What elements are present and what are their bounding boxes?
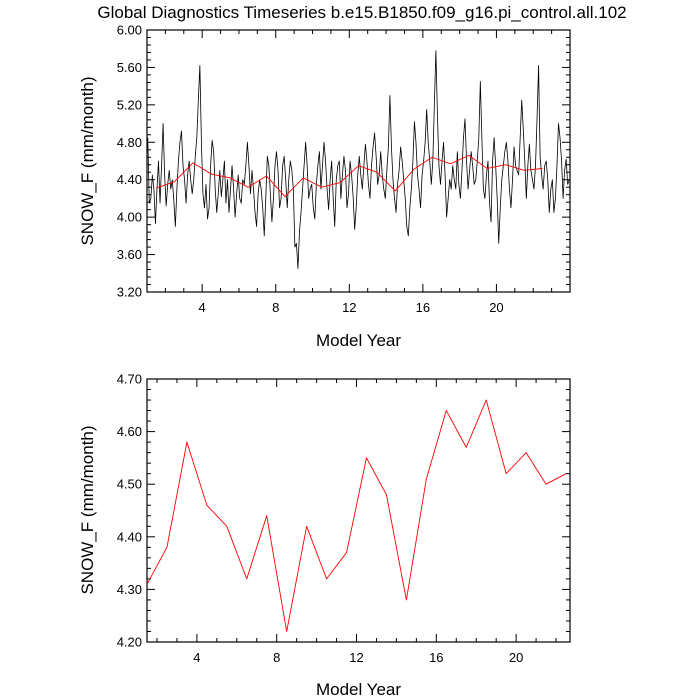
x-axis-label: Model Year — [316, 331, 401, 350]
x-tick-label: 20 — [509, 650, 523, 665]
series-line-annual — [156, 154, 543, 198]
y-tick-label: 4.00 — [117, 210, 142, 225]
bottom-panel-annual: 4 8 12 16 20 4.20 4.30 4.40 4.50 4.60 4.70 Model Ye… — [78, 372, 571, 699]
y-tick-label: 4.20 — [117, 635, 142, 650]
x-tick-label: 8 — [273, 650, 280, 665]
x-tick-label: 20 — [489, 300, 503, 315]
y-tick-label: 3.20 — [117, 285, 142, 300]
x-tick-label: 8 — [272, 300, 279, 315]
y-tick-label: 5.60 — [117, 60, 142, 75]
x-tick-label: 4 — [193, 650, 200, 665]
y-tick-label: 4.80 — [117, 135, 142, 150]
x-tick-label: 4 — [199, 300, 206, 315]
series-line-monthly — [147, 50, 570, 270]
y-tick-label: 4.50 — [117, 477, 142, 492]
y-tick-label: 4.40 — [117, 529, 142, 544]
x-tick-label: 12 — [349, 650, 363, 665]
y-tick-label: 4.40 — [117, 172, 142, 187]
x-axis-label: Model Year — [316, 680, 401, 699]
plot-frame — [146, 378, 571, 643]
x-tick-label: 16 — [429, 650, 443, 665]
x-tick-label: 16 — [416, 300, 430, 315]
y-axis-label: SNOW_F (mm/month) — [78, 76, 97, 245]
top-panel-monthly-and-annual: 4 8 12 16 20 3.20 3.60 4.00 4.40 4.80 5.20 5.60 6.00… — [78, 23, 571, 350]
y-tick-label: 4.30 — [117, 582, 142, 597]
series-line-annual — [147, 399, 567, 632]
y-tick-label: 5.20 — [117, 97, 142, 112]
y-tick-label: 3.60 — [117, 247, 142, 262]
x-tick-label: 12 — [342, 300, 356, 315]
figure-title: Global Diagnostics Timeseries b.e15.B185… — [97, 3, 626, 22]
y-axis-label: SNOW_F (mm/month) — [78, 425, 97, 594]
y-tick-label: 4.60 — [117, 424, 142, 439]
y-tick-label: 6.00 — [117, 23, 142, 38]
plot-frame — [146, 29, 571, 293]
y-tick-label: 4.70 — [117, 372, 142, 387]
